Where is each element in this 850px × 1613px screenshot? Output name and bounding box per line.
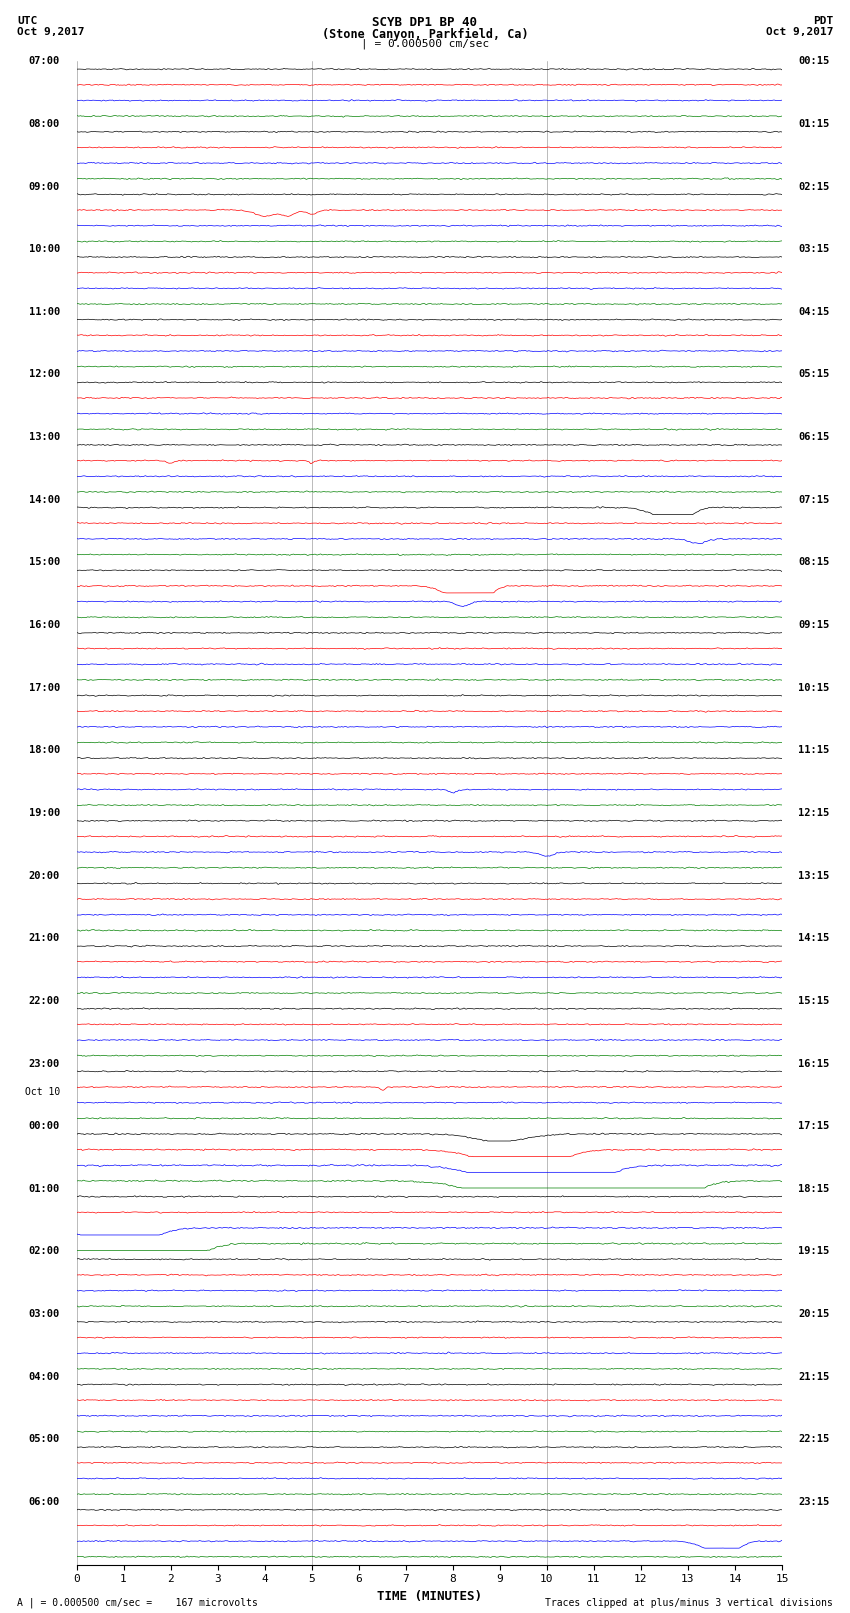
Text: 14:00: 14:00 (29, 495, 60, 505)
Text: 07:00: 07:00 (29, 56, 60, 66)
Text: 08:00: 08:00 (29, 119, 60, 129)
Text: Traces clipped at plus/minus 3 vertical divisions: Traces clipped at plus/minus 3 vertical … (545, 1598, 833, 1608)
Text: 16:00: 16:00 (29, 619, 60, 631)
Text: 05:15: 05:15 (798, 369, 830, 379)
Text: 03:00: 03:00 (29, 1310, 60, 1319)
Text: 19:00: 19:00 (29, 808, 60, 818)
Text: 21:15: 21:15 (798, 1371, 830, 1382)
Text: 15:00: 15:00 (29, 558, 60, 568)
X-axis label: TIME (MINUTES): TIME (MINUTES) (377, 1590, 482, 1603)
Text: 17:00: 17:00 (29, 682, 60, 692)
Text: 08:15: 08:15 (798, 558, 830, 568)
Text: 20:15: 20:15 (798, 1310, 830, 1319)
Text: 01:00: 01:00 (29, 1184, 60, 1194)
Text: Oct 9,2017: Oct 9,2017 (17, 27, 84, 37)
Text: 12:15: 12:15 (798, 808, 830, 818)
Text: (Stone Canyon, Parkfield, Ca): (Stone Canyon, Parkfield, Ca) (321, 27, 529, 40)
Text: 23:15: 23:15 (798, 1497, 830, 1507)
Text: 04:00: 04:00 (29, 1371, 60, 1382)
Text: 02:00: 02:00 (29, 1247, 60, 1257)
Text: 15:15: 15:15 (798, 995, 830, 1007)
Text: 10:15: 10:15 (798, 682, 830, 692)
Text: 22:15: 22:15 (798, 1434, 830, 1444)
Text: SCYB DP1 BP 40: SCYB DP1 BP 40 (372, 16, 478, 29)
Text: 18:00: 18:00 (29, 745, 60, 755)
Text: 01:15: 01:15 (798, 119, 830, 129)
Text: 09:00: 09:00 (29, 182, 60, 192)
Text: 06:00: 06:00 (29, 1497, 60, 1507)
Text: 04:15: 04:15 (798, 306, 830, 316)
Text: 18:15: 18:15 (798, 1184, 830, 1194)
Text: 23:00: 23:00 (29, 1058, 60, 1068)
Text: 12:00: 12:00 (29, 369, 60, 379)
Text: 13:00: 13:00 (29, 432, 60, 442)
Text: 03:15: 03:15 (798, 244, 830, 255)
Text: 06:15: 06:15 (798, 432, 830, 442)
Text: 20:00: 20:00 (29, 871, 60, 881)
Text: 19:15: 19:15 (798, 1247, 830, 1257)
Text: 11:15: 11:15 (798, 745, 830, 755)
Text: 00:15: 00:15 (798, 56, 830, 66)
Text: 05:00: 05:00 (29, 1434, 60, 1444)
Text: 21:00: 21:00 (29, 934, 60, 944)
Text: 07:15: 07:15 (798, 495, 830, 505)
Text: 10:00: 10:00 (29, 244, 60, 255)
Text: 14:15: 14:15 (798, 934, 830, 944)
Text: 16:15: 16:15 (798, 1058, 830, 1068)
Text: 13:15: 13:15 (798, 871, 830, 881)
Text: A | = 0.000500 cm/sec =    167 microvolts: A | = 0.000500 cm/sec = 167 microvolts (17, 1597, 258, 1608)
Text: 22:00: 22:00 (29, 995, 60, 1007)
Text: 02:15: 02:15 (798, 182, 830, 192)
Text: Oct 10: Oct 10 (25, 1087, 60, 1097)
Text: 17:15: 17:15 (798, 1121, 830, 1131)
Text: Oct 9,2017: Oct 9,2017 (766, 27, 833, 37)
Text: | = 0.000500 cm/sec: | = 0.000500 cm/sec (361, 39, 489, 50)
Text: PDT: PDT (813, 16, 833, 26)
Text: UTC: UTC (17, 16, 37, 26)
Text: 09:15: 09:15 (798, 619, 830, 631)
Text: 11:00: 11:00 (29, 306, 60, 316)
Text: 00:00: 00:00 (29, 1121, 60, 1131)
